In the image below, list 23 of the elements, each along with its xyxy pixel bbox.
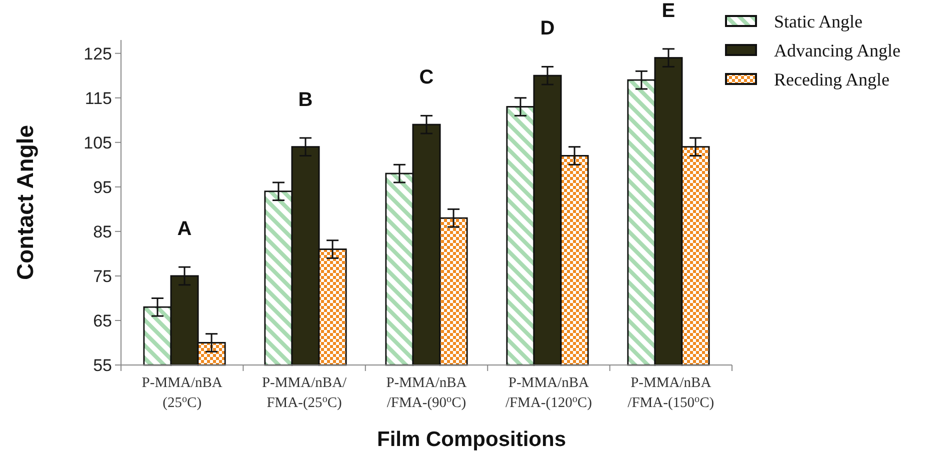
x-tick-label: P-MMA/nBA /FMA-(150$^{o}$C) [628,375,714,411]
y-tick-label: 105 [84,133,112,152]
legend-label: Static Angle [774,11,862,32]
text: E [662,0,676,22]
annotation: A [177,218,192,240]
annotation: C [419,66,434,89]
legend-label: Receding Angle [774,69,890,90]
x-tick-label: P-MMA/nBA /FMA-(90$^{o}$C) [386,375,468,411]
text: D [540,18,555,40]
y-tick-label: 115 [84,88,112,108]
y-axis-title: Contact Angle [12,124,38,280]
x-tick-label: P-MMA/nBA /FMA-(120$^{o}$C) [505,375,592,411]
y-tick-label: 125 [84,44,112,64]
x-tick-label: P-MMA/nBA (25$^{o}$C) [142,375,223,411]
y-tick-label: 75 [93,266,112,286]
y-tick-label: 95 [93,178,112,197]
x-tick-label: P-MMA/nBA/ FMA-(25$^{o}$C) [262,375,348,411]
x-axis-title: Film Compositions [377,428,566,451]
legend-label: Advancing Angle [774,40,900,60]
annotation: B [298,88,313,111]
y-tick-label: 85 [93,222,112,242]
y-tick-label: 55 [93,356,112,375]
y-tick-label: 65 [93,311,112,330]
